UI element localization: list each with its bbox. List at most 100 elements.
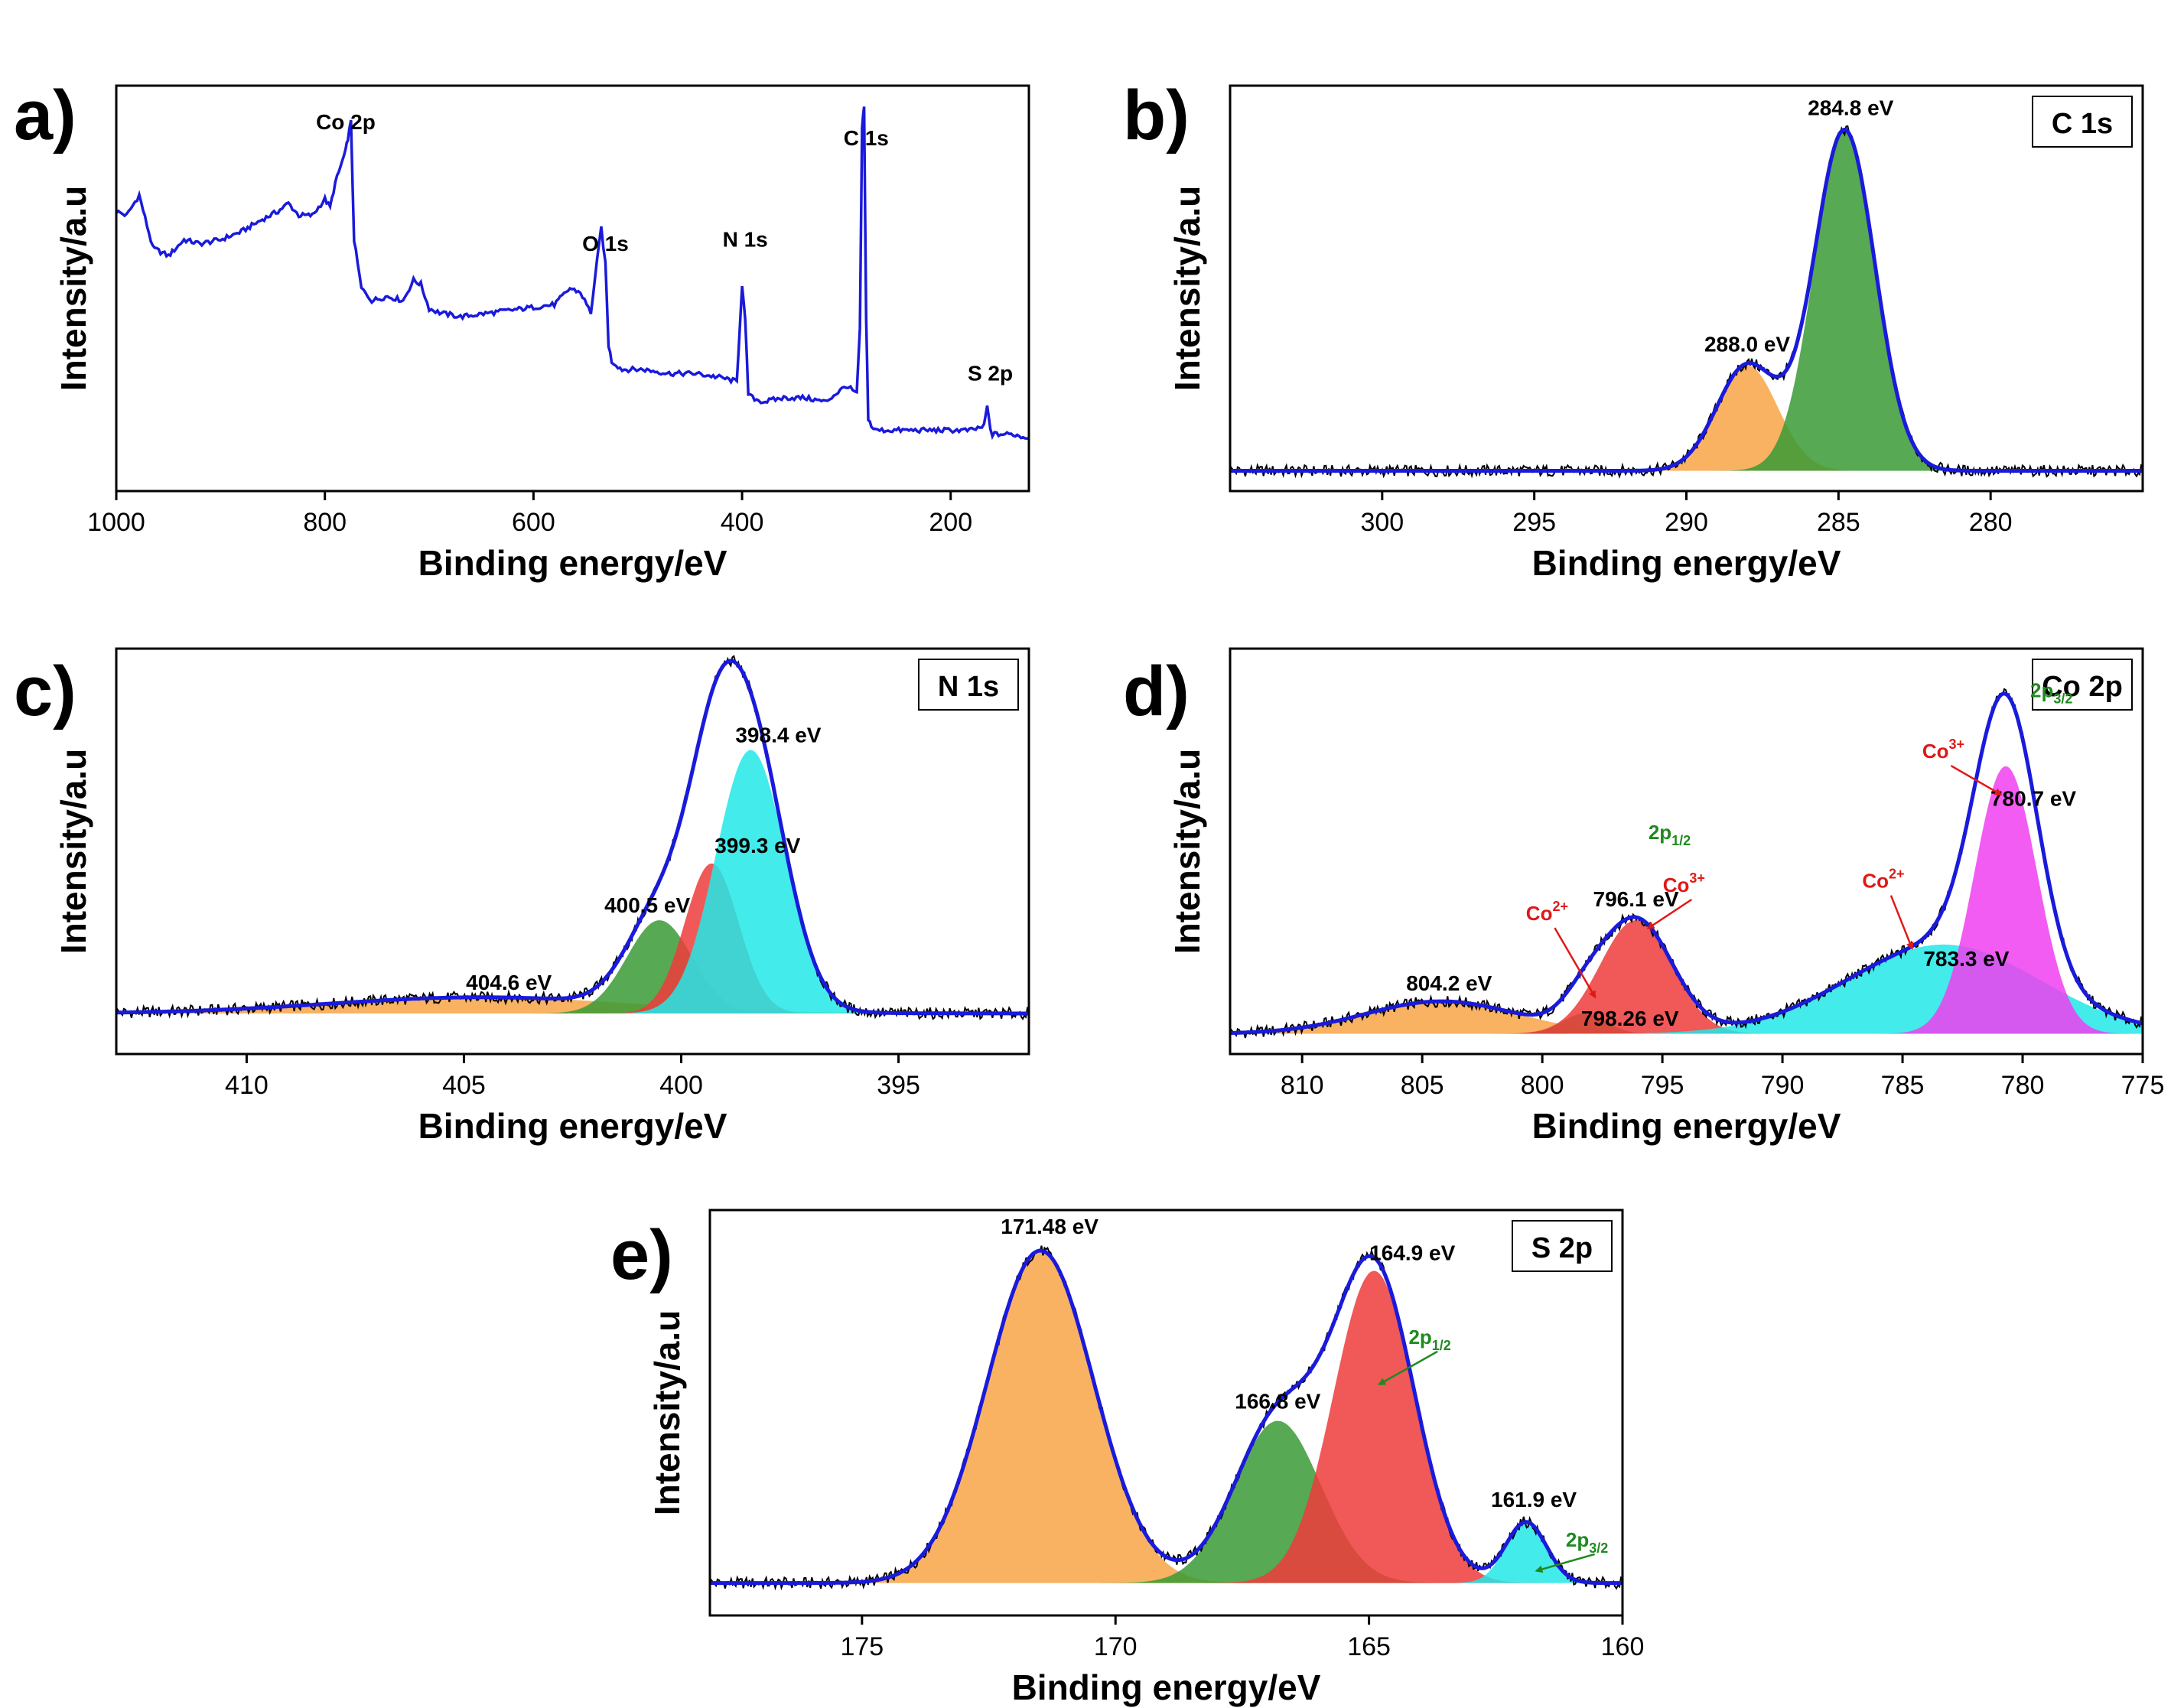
state-label-text: 2p xyxy=(1408,1326,1431,1349)
legend-title: C 1s xyxy=(2052,108,2113,140)
state-label: 2p3/2 xyxy=(1566,1528,1608,1556)
x-tick-label: 780 xyxy=(2001,1071,2045,1100)
component-peak xyxy=(116,997,1029,1013)
panel-d: d) 804.2 eV 798.26 eV 796.1 eV 783.3 eV 780.7… xyxy=(1123,647,2165,1146)
component-peak xyxy=(1230,944,2143,1034)
annotation-arrow xyxy=(1889,895,1914,951)
plot-area xyxy=(1230,125,2143,479)
annotation-arrow xyxy=(1554,927,1597,999)
peak-label: Co 2p xyxy=(316,110,376,134)
plot-area xyxy=(116,655,1029,1021)
component-peak xyxy=(710,1522,1623,1583)
peak-label: 288.0 eV xyxy=(1704,333,1790,356)
state-annotation: Co3+ xyxy=(1646,870,1705,929)
state-label-text: 2p xyxy=(1649,821,1671,844)
panel-letter: c) xyxy=(14,652,76,730)
peak-label: N 1s xyxy=(723,228,768,252)
x-tick-label: 290 xyxy=(1665,508,1708,537)
x-axis-label: Binding energy/eV xyxy=(1012,1667,1321,1707)
x-tick-label: 400 xyxy=(721,508,764,537)
plot-frame xyxy=(115,647,1030,1056)
y-axis-label: Intensity/a.u xyxy=(54,749,93,954)
legend-box: S 2p xyxy=(1512,1220,1613,1272)
peak-label: 404.6 eV xyxy=(466,971,552,994)
state-label-text: 2p xyxy=(1566,1528,1589,1551)
component-peak xyxy=(1230,766,2143,1034)
state-label: Co2+ xyxy=(1862,867,1904,893)
state-annotation: 2p1/2 xyxy=(1649,821,1691,848)
peak-label: 796.1 eV xyxy=(1593,887,1679,911)
peak-label: 400.5 eV xyxy=(604,893,690,917)
x-tick-label: 200 xyxy=(929,508,972,537)
state-annotation: 2p3/2 xyxy=(2030,679,2072,707)
x-tick-label: 775 xyxy=(2121,1071,2165,1100)
x-tick-label: 805 xyxy=(1401,1071,1444,1100)
x-axis-label: Binding energy/eV xyxy=(1532,1106,1841,1146)
x-axis-label: Binding energy/eV xyxy=(418,1106,727,1146)
peak-label: 783.3 eV xyxy=(1923,947,2009,971)
peak-label: 399.3 eV xyxy=(714,834,800,857)
state-label: Co3+ xyxy=(1663,870,1705,896)
state-label: 2p3/2 xyxy=(2030,679,2072,707)
x-tick-label: 300 xyxy=(1360,508,1404,537)
y-axis-label: Intensity/a.u xyxy=(647,1310,687,1515)
legend-frame xyxy=(918,659,1019,711)
envelope-line xyxy=(1230,127,2143,473)
x-tick-label: 405 xyxy=(442,1071,486,1100)
peak-label: 804.2 eV xyxy=(1406,971,1492,995)
peak-label: O 1s xyxy=(582,232,629,255)
annotation-arrow xyxy=(1378,1350,1438,1385)
x-tick-label: 160 xyxy=(1601,1632,1645,1661)
panel-e: e) 171.48 eV 166.8 eV 164.9 eV 161.9 eV S 2p 2… xyxy=(610,1209,1645,1707)
state-label: Co3+ xyxy=(1922,737,1964,763)
series-line-survey xyxy=(116,106,1029,441)
x-tick-label: 295 xyxy=(1512,508,1556,537)
superscript: 2+ xyxy=(1889,867,1905,882)
superscript: 2+ xyxy=(1552,899,1568,914)
legend-title: N 1s xyxy=(938,671,999,703)
x-tick-label: 400 xyxy=(659,1071,703,1100)
state-label-text: Co xyxy=(1526,902,1553,925)
superscript: 3+ xyxy=(1948,737,1964,752)
state-annotation: Co2+ xyxy=(1862,867,1914,951)
state-label: 2p1/2 xyxy=(1408,1326,1450,1353)
panel-letter: d) xyxy=(1123,652,1190,730)
annotation-arrow xyxy=(1535,1553,1595,1573)
state-annotation: Co3+ xyxy=(1922,737,2003,795)
state-label: Co2+ xyxy=(1526,899,1568,925)
x-tick-label: 795 xyxy=(1641,1071,1684,1100)
state-label-text: Co xyxy=(1862,870,1889,893)
subscript: 3/2 xyxy=(2053,691,2072,707)
x-tick-label: 790 xyxy=(1761,1071,1805,1100)
peak-label: 398.4 eV xyxy=(735,724,821,747)
y-axis-label: Intensity/a.u xyxy=(1167,749,1207,954)
legend-frame xyxy=(1512,1220,1613,1272)
legend-title: S 2p xyxy=(1531,1232,1593,1264)
plot-frame xyxy=(708,1209,1624,1617)
state-annotation: Co2+ xyxy=(1526,899,1597,999)
envelope-line xyxy=(116,659,1029,1016)
component-peak xyxy=(710,1270,1623,1583)
state-label-text: 2p xyxy=(2030,679,2053,702)
legend-box: C 1s xyxy=(2032,96,2133,148)
panel-letter: e) xyxy=(610,1216,673,1294)
component-peak xyxy=(1230,920,2143,1034)
annotation-arrow xyxy=(1646,898,1693,929)
x-tick-label: 785 xyxy=(1881,1071,1925,1100)
x-axis-label: Binding energy/eV xyxy=(418,543,727,583)
plot-frame xyxy=(1229,647,2144,1056)
x-tick-label: 285 xyxy=(1817,508,1860,537)
panel-c: c) 404.6 eV 400.5 eV 399.3 eV 398.4 eV N 1s 41… xyxy=(14,647,1030,1146)
state-label: 2p1/2 xyxy=(1649,821,1691,848)
peak-label: C 1s xyxy=(844,126,889,150)
x-tick-label: 410 xyxy=(225,1071,269,1100)
envelope-line xyxy=(1230,691,2143,1035)
peak-label: 284.8 eV xyxy=(1808,96,1893,119)
state-annotation: 2p1/2 xyxy=(1378,1326,1451,1385)
legend-box: N 1s xyxy=(918,659,1019,711)
component-peak xyxy=(1230,1001,2143,1034)
peak-label: 780.7 eV xyxy=(1990,787,2076,811)
peak-label: 166.8 eV xyxy=(1235,1390,1320,1414)
subscript: 3/2 xyxy=(1589,1540,1608,1556)
component-peak xyxy=(116,750,1029,1013)
